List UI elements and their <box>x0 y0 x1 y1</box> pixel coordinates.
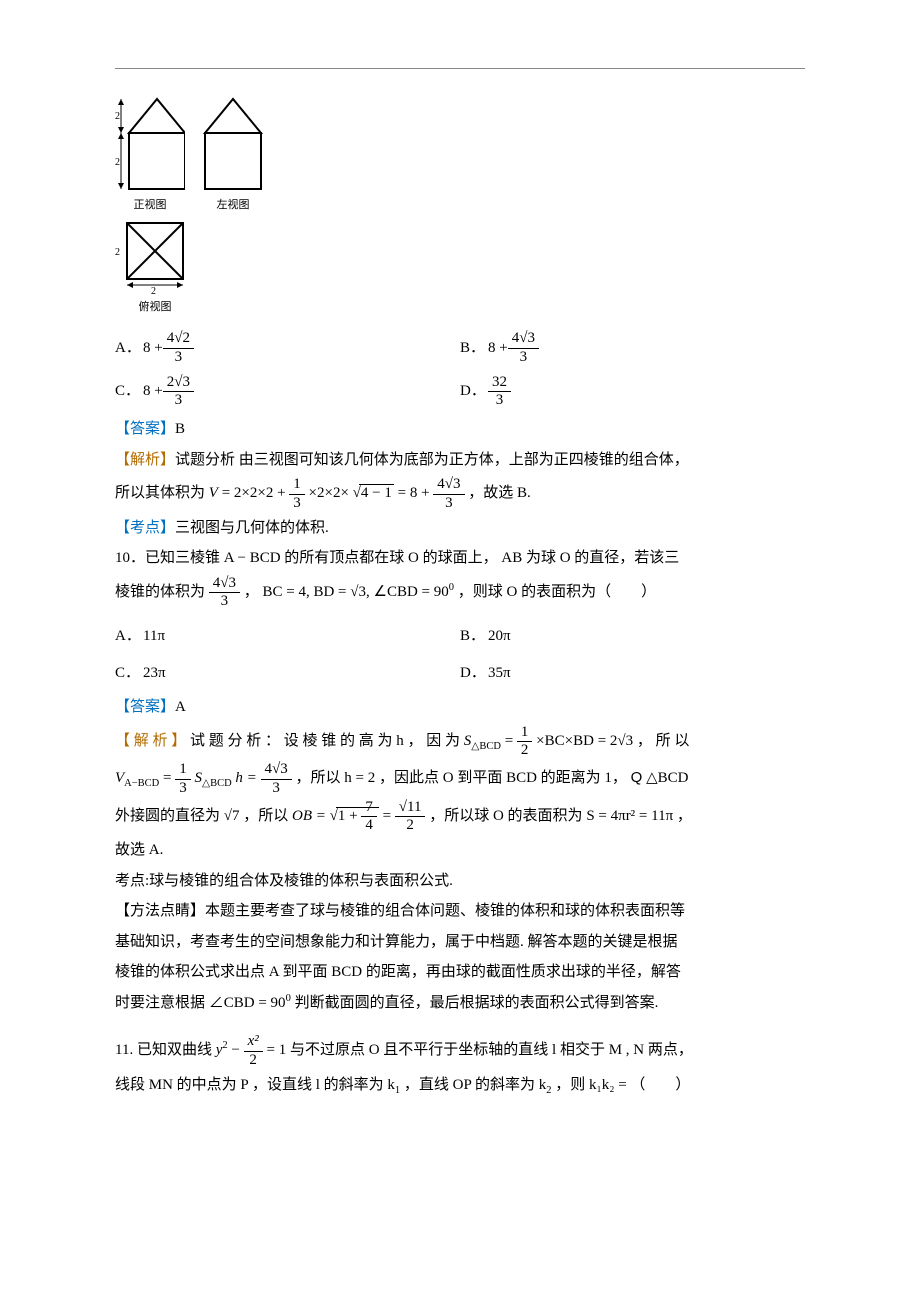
q11-stem-2: 线段 MN 的中点为 P ，设直线 l 的斜率为 k1 ，直线 OP 的斜率为 … <box>115 1071 805 1101</box>
svg-text:2: 2 <box>115 247 120 258</box>
q10-option-a: A．11π <box>115 618 460 655</box>
q9-answer: 【答案】B <box>115 415 805 444</box>
q9-option-d: D． 323 <box>460 370 805 414</box>
top-view: 2 2 俯视图 <box>115 221 195 318</box>
q9-option-b: B． 8 + 4√33 <box>460 326 805 370</box>
q10-option-b: B．20π <box>460 618 805 655</box>
dim-mid: 2 <box>115 157 120 168</box>
q10-analysis-4: 故选 A. <box>115 836 805 865</box>
front-view: 2 2 正视图 <box>115 97 185 216</box>
q10-fangfa-2: 基础知识，考查考生的空间想象能力和计算能力，属于中档题. 解答本题的关键是根据 <box>115 928 805 957</box>
q10-fangfa-4: 时要注意根据 ∠CBD = 900 判断截面圆的直径，最后根据球的表面积公式得到… <box>115 989 805 1018</box>
q9-kaodian: 【考点】三视图与几何体的体积. <box>115 514 805 543</box>
q9-options: A． 8 + 4√23 B． 8 + 4√33 C． 8 + 2√33 D． 3… <box>115 326 805 413</box>
q9-option-c: C． 8 + 2√33 <box>115 370 460 414</box>
front-caption: 正视图 <box>134 195 167 216</box>
q10-fangfa-1: 【方法点睛】本题主要考查了球与棱锥的组合体问题、棱锥的体积和球的体积表面积等 <box>115 897 805 926</box>
q10-analysis-3: 外接圆的直径为 √7 ，所以 OB = 1 + 74 = √112 ，所以球 O… <box>115 799 805 835</box>
q9-option-a: A． 8 + 4√23 <box>115 326 460 370</box>
svg-text:2: 2 <box>151 286 156 295</box>
q10-fangfa-3: 棱锥的体积公式求出点 A 到平面 BCD 的距离，再由球的截面性质求出球的半径，… <box>115 958 805 987</box>
q10-analysis-1: 【 解 析 】 试 题 分 析 ： 设 棱 锥 的 高 为 h ， 因 为 S△… <box>115 724 805 760</box>
q10-options: A．11π B．20π C．23π D．35π <box>115 618 805 691</box>
side-view: 左视图 <box>203 97 263 216</box>
q10-analysis-2: VA−BCD = 13 S△BCD h = 4√33 ，所以 h = 2 ，因此… <box>115 761 805 797</box>
q10-option-c: C．23π <box>115 655 460 692</box>
q10-option-d: D．35π <box>460 655 805 692</box>
side-caption: 左视图 <box>217 195 250 216</box>
q9-analysis-2: 所以其体积为 V = 2×2×2 + 13 ×2×2× 4 − 1 = 8 + … <box>115 476 805 512</box>
q10-answer: 【答案】A <box>115 693 805 722</box>
q9-analysis-1: 【解析】试题分析 由三视图可知该几何体为底部为正方体，上部为正四棱锥的组合体， <box>115 446 805 475</box>
three-views-figure: 2 2 正视图 左视图 2 <box>115 97 805 319</box>
top-rule <box>115 68 805 69</box>
q11-stem-1: 11. 已知双曲线 y2 − x²2 = 1 与不过原点 O 且不平行于坐标轴的… <box>115 1033 805 1069</box>
q10-stem-1: 10．已知三棱锥 A − BCD 的所有顶点都在球 O 的球面上， AB 为球 … <box>115 544 805 573</box>
q10-stem-2: 棱锥的体积为 4√33 ， BC = 4, BD = √3, ∠CBD = 90… <box>115 575 805 611</box>
dim-top: 2 <box>115 111 120 122</box>
top-caption: 俯视图 <box>139 297 172 318</box>
q10-kaodian: 考点:球与棱锥的组合体及棱锥的体积与表面积公式. <box>115 867 805 896</box>
